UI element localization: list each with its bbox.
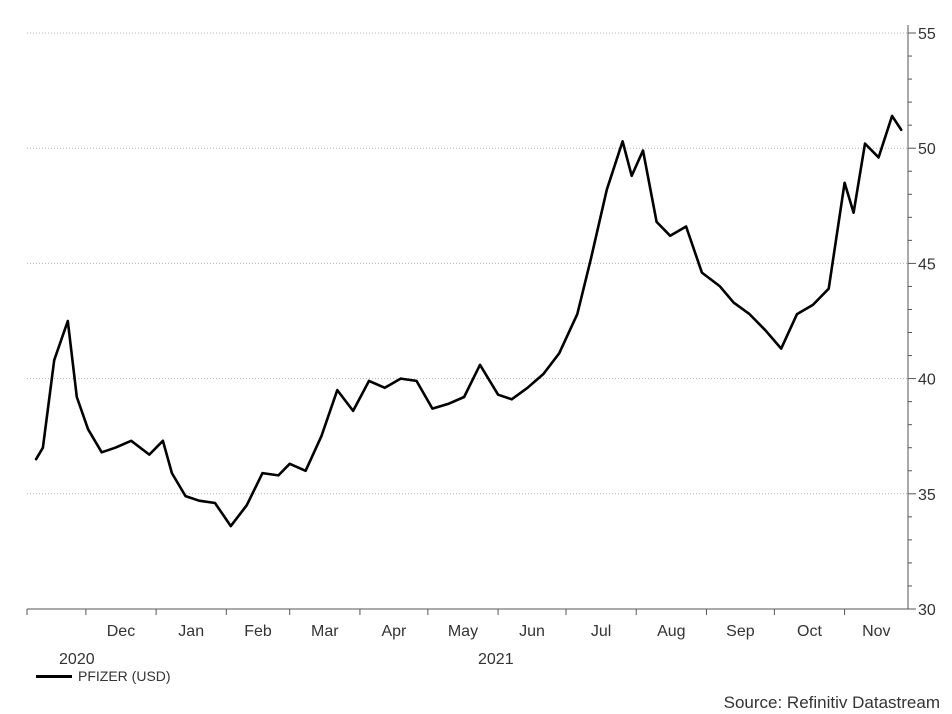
year-label: 2021 <box>478 651 514 668</box>
y-tick-labels: 30 35 40 45 50 55 <box>918 26 936 619</box>
year-labels: 2020 2021 <box>59 651 514 668</box>
gridlines <box>27 33 908 494</box>
x-tick-label: May <box>448 623 478 640</box>
x-tick-label: Nov <box>862 623 890 640</box>
x-tick-labels: Dec Jan Feb Mar Apr May Jun Jul Aug Sep Oct Nov <box>107 623 891 640</box>
year-label: 2020 <box>59 651 95 668</box>
x-tick-label: Sep <box>726 623 755 640</box>
y-tick-label: 55 <box>918 26 936 43</box>
price-line-pfizer <box>36 116 901 526</box>
x-tick-label: Jan <box>178 623 204 640</box>
x-tick-label: Jun <box>519 623 545 640</box>
x-tick-label: Aug <box>657 623 685 640</box>
y-tick-label: 50 <box>918 141 936 158</box>
y-tick-label: 45 <box>918 256 936 273</box>
source-note: Source: Refinitiv Datastream <box>724 693 940 713</box>
x-tick-label: Apr <box>381 623 407 640</box>
x-tick-label: Dec <box>107 623 135 640</box>
y-tick-label: 35 <box>918 487 936 504</box>
x-tick-label: Oct <box>797 623 822 640</box>
x-tick-label: Mar <box>311 623 339 640</box>
legend-swatch <box>36 675 72 678</box>
legend-label: PFIZER (USD) <box>78 668 171 684</box>
axes <box>27 25 916 615</box>
x-tick-label: Feb <box>244 623 272 640</box>
y-tick-label: 40 <box>918 372 936 389</box>
x-tick-label: Jul <box>591 623 611 640</box>
y-tick-label: 30 <box>918 602 936 619</box>
legend: PFIZER (USD) <box>36 668 171 684</box>
